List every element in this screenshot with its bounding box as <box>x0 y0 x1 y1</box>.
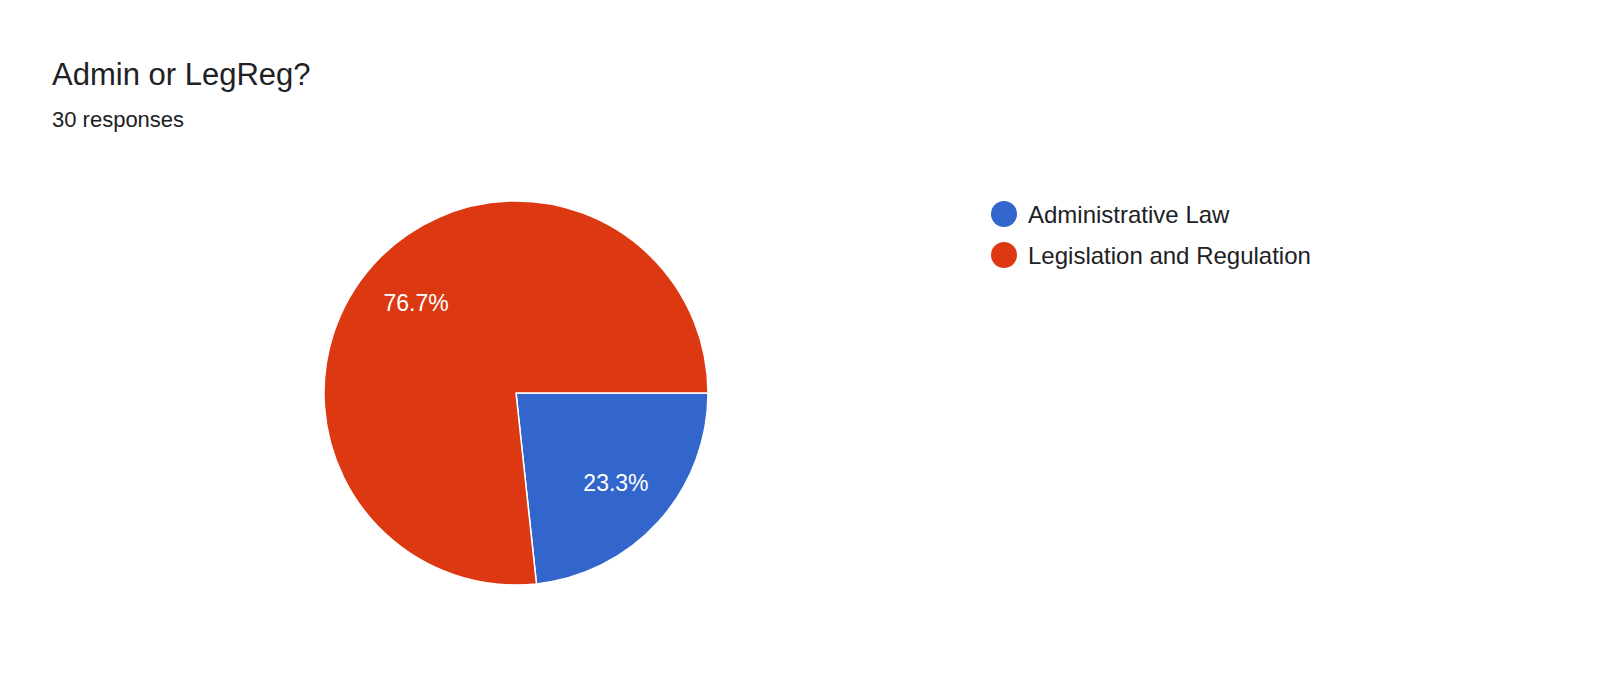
pie-slice <box>516 393 708 584</box>
legend-swatch <box>991 201 1017 227</box>
pie <box>324 201 708 585</box>
chart-svg: Admin or LegReg? 30 responses 23.3% 76.7% Ad… <box>0 0 1600 673</box>
data-label: 76.7% <box>383 290 448 316</box>
pie-slice <box>324 201 708 585</box>
legend-swatch <box>991 242 1017 268</box>
subtitle: 30 responses <box>52 107 184 132</box>
chart-container: Admin or LegReg? 30 responses 23.3% 76.7% Ad… <box>0 0 1600 673</box>
legend: Administrative Law Legislation and Regula… <box>991 201 1311 269</box>
legend-label: Legislation and Regulation <box>1028 242 1311 269</box>
data-label: 23.3% <box>583 470 648 496</box>
legend-label: Administrative Law <box>1028 201 1230 228</box>
title: Admin or LegReg? <box>52 57 311 92</box>
background <box>0 0 1600 673</box>
page: {"chart_data": {"type": "pie", "title": … <box>0 0 1600 673</box>
